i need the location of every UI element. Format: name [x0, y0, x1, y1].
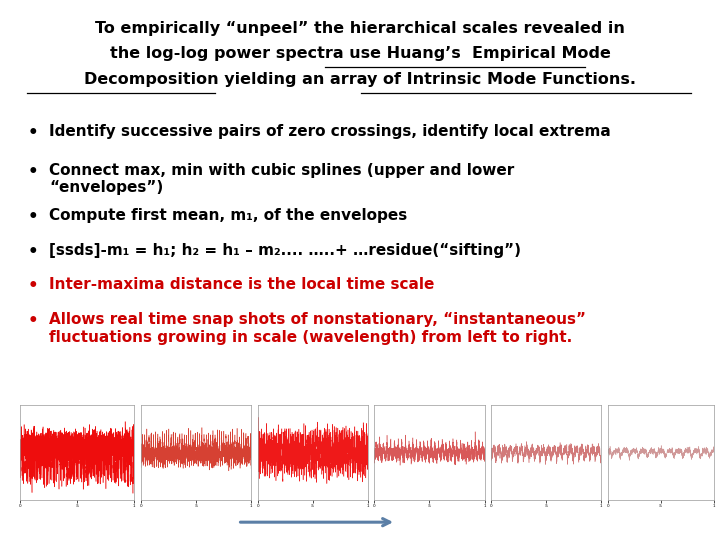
Text: )..: ).. [379, 476, 391, 487]
FancyArrowPatch shape [240, 518, 390, 526]
Text: •: • [27, 163, 38, 181]
Text: •: • [27, 277, 38, 295]
Text: Inter-maxima distance is the local time scale: Inter-maxima distance is the local time … [49, 277, 434, 292]
Text: •: • [27, 243, 38, 261]
Text: Compute first mean, m₁, of the envelopes: Compute first mean, m₁, of the envelopes [49, 208, 408, 223]
Text: [ssds]-m₁ = h₁; h₂ = h₁ – m₂.... …..+ …residue(“sifting”): [ssds]-m₁ = h₁; h₂ = h₁ – m₂.... …..+ …r… [49, 243, 521, 258]
Text: To empirically “unpeel” the hierarchical scales revealed in: To empirically “unpeel” the hierarchical… [95, 21, 625, 36]
Text: Connect max, min with cubic splines (upper and lower
“envelopes”): Connect max, min with cubic splines (upp… [49, 163, 514, 195]
Text: Decomposition yielding an array of Intrinsic Mode Functions.: Decomposition yielding an array of Intri… [84, 72, 636, 87]
Text: •: • [27, 124, 38, 142]
Text: the log-log power spectra use Huang’s  Empirical Mode: the log-log power spectra use Huang’s Em… [109, 46, 611, 62]
Text: Allows real time snap shots of nonstationary, “instantaneous”
fluctuations growi: Allows real time snap shots of nonstatio… [49, 312, 586, 345]
Text: Identify successive pairs of zero crossings, identify local extrema: Identify successive pairs of zero crossi… [49, 124, 611, 139]
Text: •: • [27, 208, 38, 226]
Text: •: • [27, 312, 38, 330]
